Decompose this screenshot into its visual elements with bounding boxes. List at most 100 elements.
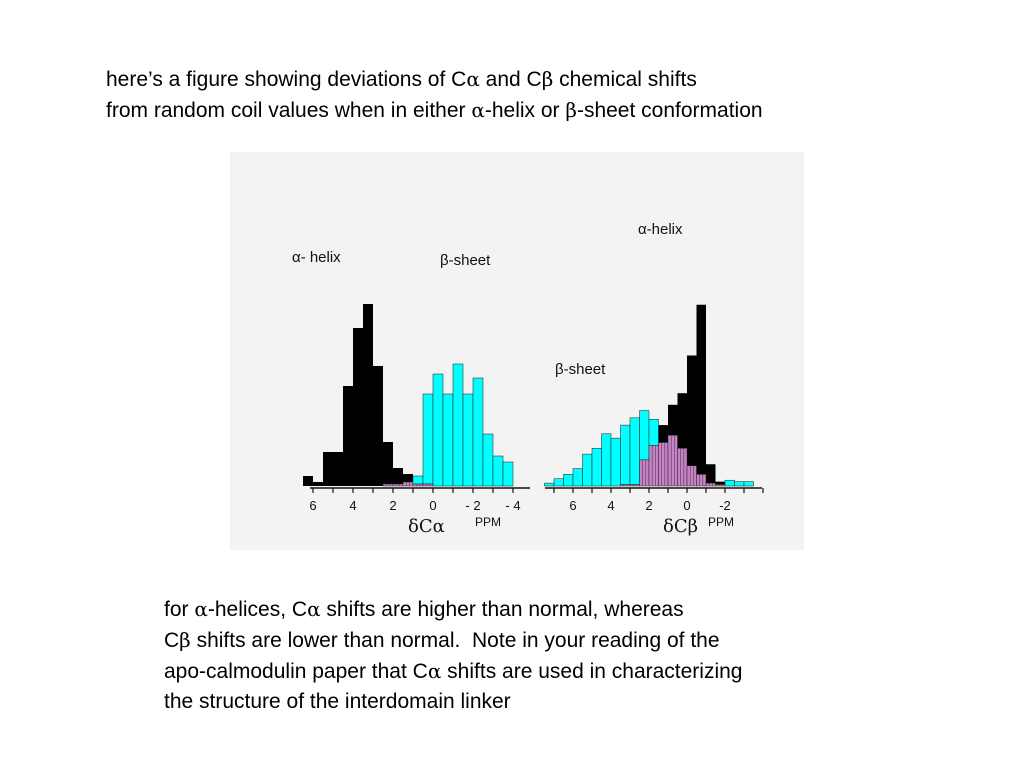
caption-text: shifts are higher than normal, whereas xyxy=(320,598,684,621)
x-tick-label: 2 xyxy=(389,498,396,513)
bar-sheet xyxy=(462,393,474,487)
chemical-shift-histograms: 6 4 2 0 - 2 - 4 α- helix β-sheet δCα PPM 6 4 2 0 -2 α-h… xyxy=(292,221,764,537)
bar-overlap xyxy=(715,484,726,487)
caption-text: and C xyxy=(479,68,542,91)
bar-sheet xyxy=(601,433,612,487)
caption-text: from random coil values when in either xyxy=(106,99,472,122)
bar-sheet xyxy=(610,437,621,487)
caption-text: α xyxy=(466,67,480,91)
caption-text: α xyxy=(427,659,442,683)
caption-text: -helix or xyxy=(484,99,566,122)
bar-helix xyxy=(333,452,343,486)
caption-text: β xyxy=(541,67,554,91)
caption-text: α xyxy=(194,597,208,621)
bar-overlap xyxy=(705,482,716,487)
x-axis-unit: PPM xyxy=(708,515,734,529)
bar-overlap xyxy=(629,484,640,487)
bar-helix xyxy=(313,482,323,486)
bar-sheet xyxy=(442,393,454,487)
caption_top-line: here’s a figure showing deviations of Cα… xyxy=(106,64,763,95)
x-tick-label: 0 xyxy=(429,498,436,513)
caption-top: here’s a figure showing deviations of Cα… xyxy=(106,64,763,126)
caption-text: shifts are lower than normal. Note in yo… xyxy=(190,629,720,652)
caption-text: the structure of the interdomain linker xyxy=(164,690,511,713)
bar-helix xyxy=(323,452,333,486)
bar-overlap xyxy=(422,483,434,487)
bar-helix xyxy=(303,476,313,486)
x-tick-label: 2 xyxy=(645,498,652,513)
bar-overlap xyxy=(648,445,659,487)
caption-text: β xyxy=(565,98,577,122)
histogram-c-alpha: 6 4 2 0 - 2 - 4 α- helix β-sheet δCα PPM xyxy=(292,249,530,537)
x-tick-label: 6 xyxy=(309,498,316,513)
series-label-sheet: β-sheet xyxy=(555,361,606,378)
bar-sheet xyxy=(648,419,659,446)
bar-helix xyxy=(687,355,697,486)
bar-sheet xyxy=(734,481,745,487)
series-label-helix: α-helix xyxy=(638,221,683,238)
bar-sheet xyxy=(544,482,555,487)
x-tick-label: 4 xyxy=(607,498,614,513)
bar-sheet xyxy=(432,373,444,487)
bar-sheet xyxy=(563,474,574,487)
caption-text: chemical shifts xyxy=(553,68,697,91)
series-label-helix: α- helix xyxy=(292,249,341,266)
x-axis-label: δCβ xyxy=(663,516,698,537)
bar-helix xyxy=(393,468,403,486)
bar-overlap xyxy=(382,483,394,487)
bar-helix xyxy=(706,464,716,486)
bar-helix xyxy=(403,474,413,486)
x-tick-label: - 4 xyxy=(505,498,520,513)
bar-sheet xyxy=(591,448,602,487)
bar-helix xyxy=(353,328,363,486)
bar-sheet xyxy=(553,478,564,487)
bar-overlap xyxy=(392,483,404,487)
x-axis-unit: PPM xyxy=(475,515,501,529)
bar-helix xyxy=(383,442,393,486)
caption_bottom-line: Cβ shifts are lower than normal. Note in… xyxy=(164,625,743,656)
caption-bottom: for α-helices, Cα shifts are higher than… xyxy=(164,594,743,717)
caption-text: apo-calmodulin paper that C xyxy=(164,660,428,683)
histogram-c-beta: 6 4 2 0 -2 α-helix β-sheet δCβ PPM xyxy=(544,221,764,537)
bar-overlap xyxy=(402,481,414,487)
bar-overlap xyxy=(686,465,697,487)
bar-helix xyxy=(715,481,725,486)
bar-sheet xyxy=(422,393,434,485)
bar-sheet xyxy=(472,377,484,487)
x-tick-label: 6 xyxy=(569,498,576,513)
caption-text: C xyxy=(164,629,180,652)
series-label-sheet: β-sheet xyxy=(440,252,491,269)
bar-helix xyxy=(363,304,373,486)
x-tick-label: 0 xyxy=(683,498,690,513)
caption-text: -helices, C xyxy=(207,598,308,621)
bar-sheet xyxy=(482,433,494,487)
bar-helix xyxy=(373,366,383,486)
bar-overlap xyxy=(658,442,669,487)
bar-overlap xyxy=(412,483,424,487)
bar-sheet xyxy=(412,475,424,485)
bar-overlap xyxy=(639,459,650,487)
caption-text: shifts are used in characterizing xyxy=(441,660,743,683)
bar-sheet xyxy=(452,363,464,487)
caption_bottom-line: the structure of the interdomain linker xyxy=(164,687,743,717)
x-axis-label: δCα xyxy=(408,516,445,537)
bar-helix xyxy=(343,386,353,486)
bar-sheet xyxy=(582,453,593,487)
bar-sheet xyxy=(620,424,631,485)
bar-sheet xyxy=(724,479,735,487)
bar-sheet xyxy=(629,417,640,485)
caption-text: here’s a figure showing deviations of C xyxy=(106,68,467,91)
caption_bottom-line: apo-calmodulin paper that Cα shifts are … xyxy=(164,656,743,687)
caption-text: α xyxy=(471,98,485,122)
bar-sheet xyxy=(502,461,514,487)
caption-text: β xyxy=(179,628,191,652)
bar-sheet xyxy=(492,455,504,487)
bar-helix xyxy=(696,304,706,486)
bar-sheet xyxy=(743,481,754,487)
caption-text: for xyxy=(164,598,195,621)
x-tick-label: 4 xyxy=(349,498,356,513)
caption-text: -sheet conformation xyxy=(576,99,763,122)
bar-overlap xyxy=(677,448,688,487)
bar-overlap xyxy=(696,474,707,487)
bar-overlap xyxy=(667,435,678,487)
